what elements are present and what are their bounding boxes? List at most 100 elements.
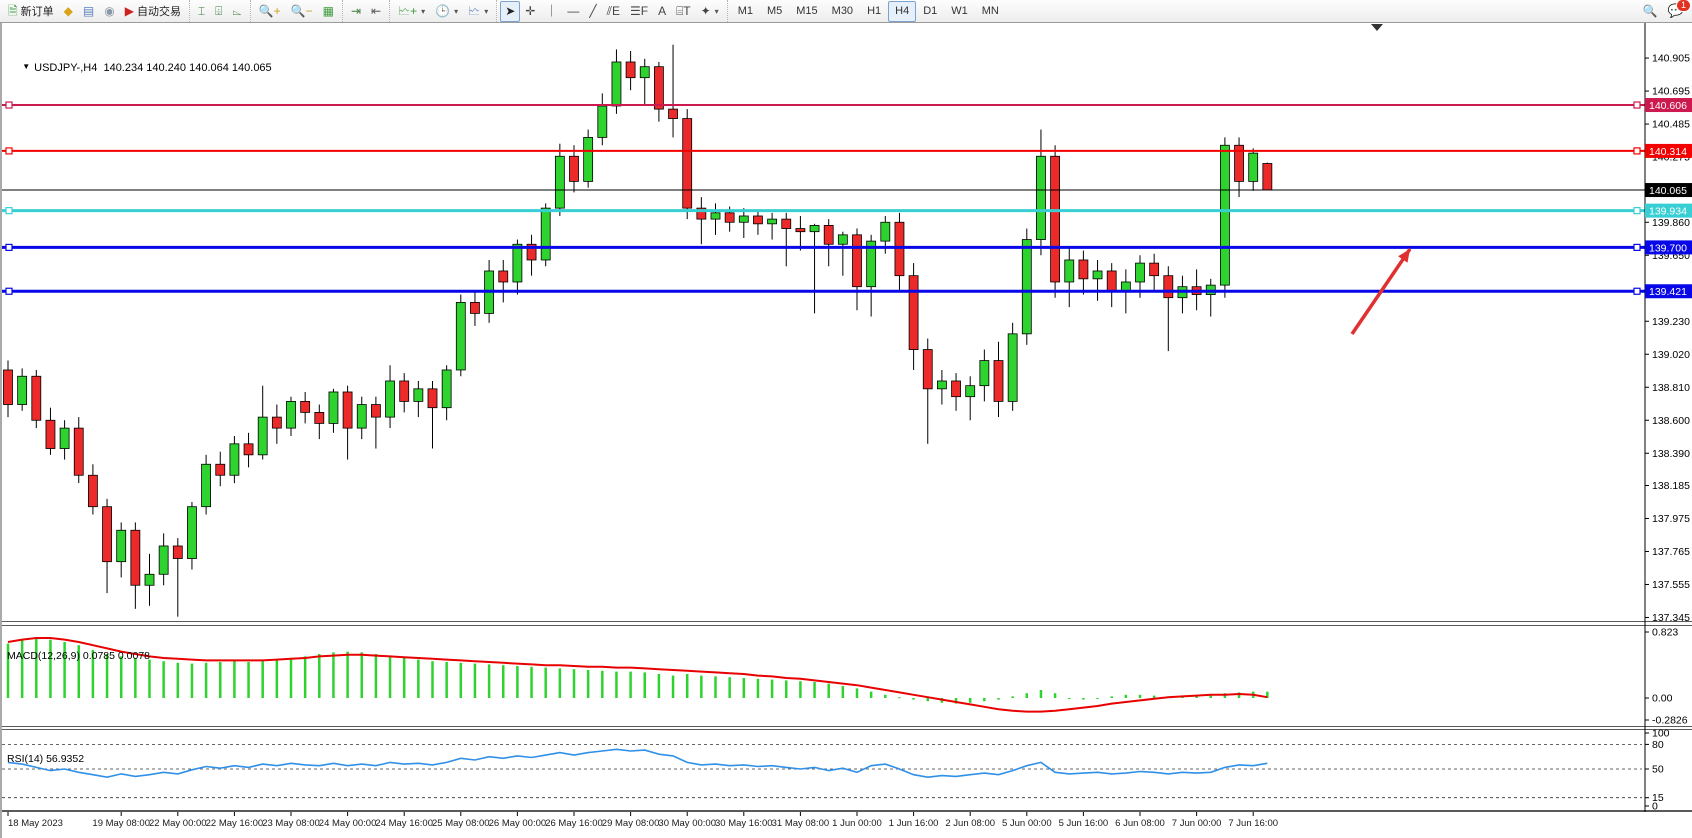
trend-arrow-head[interactable] bbox=[1398, 249, 1410, 263]
macd-histogram-bar bbox=[459, 662, 463, 698]
horizontal-line-button[interactable]: — bbox=[562, 1, 584, 22]
hline-end-marker[interactable] bbox=[5, 147, 13, 155]
price-tag-label: 139.934 bbox=[1649, 206, 1687, 218]
macd-histogram-bar bbox=[756, 678, 760, 698]
macd-axis-label: 0.823 bbox=[1652, 627, 1678, 639]
chevron-down-icon: ▾ bbox=[454, 6, 459, 16]
macd-histogram-bar bbox=[827, 683, 830, 698]
candlestick bbox=[470, 302, 480, 314]
chart-canvas[interactable]: 140.905140.695140.485140.275139.860139.6… bbox=[2, 22, 1692, 838]
toolbar-group-zoom: 🔍+ 🔍− ▦ bbox=[251, 0, 343, 22]
crosshair-button[interactable]: ✛ bbox=[520, 1, 540, 22]
horizontal-line-icon: — bbox=[567, 4, 580, 18]
macd-histogram-bar bbox=[1138, 694, 1142, 698]
toolbar-group-indicators: 🗠+ ▾ 🕒 ▾ 🗠 ▾ bbox=[390, 0, 498, 22]
macd-histogram-bar bbox=[869, 691, 873, 698]
hline-end-marker[interactable] bbox=[1633, 101, 1641, 109]
chart-shift-marker-icon[interactable] bbox=[1371, 24, 1383, 31]
tile-windows-button[interactable]: ▦ bbox=[318, 1, 339, 22]
candlestick bbox=[130, 529, 141, 586]
templates-button[interactable]: 🗠 ▾ bbox=[463, 1, 493, 22]
timeframe-m30[interactable]: M30 bbox=[825, 1, 860, 22]
macd-histogram-bar bbox=[204, 662, 208, 698]
macd-histogram-bar bbox=[714, 676, 717, 698]
line-chart-button[interactable]: ⌳ bbox=[227, 1, 246, 22]
hline-end-marker[interactable] bbox=[5, 287, 13, 295]
timeframe-m1[interactable]: M1 bbox=[731, 1, 760, 22]
macd-histogram-bar bbox=[77, 645, 80, 698]
chevron-down-icon: ▾ bbox=[484, 6, 489, 16]
candlestick bbox=[102, 506, 112, 563]
hline-end-marker[interactable] bbox=[5, 207, 13, 215]
chart-shift-button[interactable]: ⇤ bbox=[366, 1, 386, 22]
hline-end-marker[interactable] bbox=[1633, 207, 1641, 215]
macd-histogram-bar bbox=[134, 658, 137, 698]
candlestick bbox=[823, 225, 834, 245]
macd-histogram-bar bbox=[1266, 691, 1269, 698]
hline-end-marker[interactable] bbox=[1633, 287, 1641, 295]
timeframe-w1[interactable]: W1 bbox=[944, 1, 975, 22]
periods-button[interactable]: 🕒 ▾ bbox=[430, 1, 463, 22]
macd-histogram-bar bbox=[615, 671, 618, 698]
hline-end-marker[interactable] bbox=[1633, 243, 1641, 252]
trend-arrow[interactable] bbox=[1350, 248, 1412, 335]
candlestick bbox=[1021, 239, 1032, 335]
macd-histogram-bar bbox=[728, 677, 731, 698]
timeframe-m15[interactable]: M15 bbox=[789, 1, 824, 22]
market-watch-button[interactable]: ◆ bbox=[59, 1, 78, 22]
rsi-indicator-label: RSI(14) 56.9352 bbox=[7, 753, 85, 765]
signals-button[interactable]: ◉ bbox=[99, 1, 119, 22]
arrow-objects-icon: ✦ bbox=[700, 4, 711, 18]
candlestick bbox=[852, 234, 862, 288]
auto-trading-button[interactable]: ▶ 自动交易 bbox=[120, 1, 186, 22]
macd-histogram-bar bbox=[643, 672, 646, 698]
timeframe-m5[interactable]: M5 bbox=[760, 1, 789, 22]
arrows-button[interactable]: ✦ ▾ bbox=[696, 1, 724, 22]
fibonacci-icon: ☰F bbox=[629, 4, 649, 18]
zoom-in-button[interactable]: 🔍+ bbox=[254, 1, 286, 22]
auto-scroll-button[interactable]: ⇥ bbox=[346, 1, 366, 22]
bar-chart-button[interactable]: ⌶ bbox=[193, 1, 210, 22]
zoom-out-button[interactable]: 🔍− bbox=[286, 1, 318, 22]
candlestick bbox=[724, 212, 735, 223]
indicators-button[interactable]: 🗠+ ▾ bbox=[393, 1, 430, 22]
collapse-triangle-icon[interactable]: ▼ bbox=[22, 62, 31, 71]
data-window-button[interactable]: ▤ bbox=[78, 1, 99, 22]
text-label-button[interactable]: ⌸T bbox=[671, 1, 696, 22]
fibonacci-button[interactable]: ☰F bbox=[625, 1, 653, 22]
macd-histogram-bar bbox=[799, 681, 802, 698]
timeframe-h1[interactable]: H1 bbox=[860, 1, 888, 22]
trendline-button[interactable]: ╱ bbox=[584, 1, 601, 22]
candlestick bbox=[951, 380, 961, 398]
candlestick bbox=[370, 404, 381, 418]
toolbar-group-timeframes: M1 M5 M15 M30 H1 H4 D1 W1 MN bbox=[728, 0, 1009, 22]
search-button[interactable]: 🔍 bbox=[1638, 1, 1663, 22]
hline-end-marker[interactable] bbox=[5, 243, 13, 252]
macd-histogram-bar bbox=[219, 662, 222, 698]
candlestick bbox=[1135, 262, 1145, 283]
candlestick bbox=[668, 108, 678, 119]
timeframe-d1[interactable]: D1 bbox=[916, 1, 944, 22]
timeframe-h4[interactable]: H4 bbox=[888, 0, 917, 22]
hline-end-marker[interactable] bbox=[1633, 147, 1641, 155]
cursor-button[interactable]: ➤ bbox=[500, 0, 521, 22]
rsi-axis-label: 50 bbox=[1652, 764, 1664, 776]
macd-histogram-bar bbox=[926, 698, 929, 702]
timeframe-mn[interactable]: MN bbox=[975, 1, 1006, 22]
candlestick bbox=[639, 66, 650, 79]
indicators-icon: 🗠+ bbox=[398, 4, 418, 18]
candlestick bbox=[526, 243, 537, 261]
notifications-button[interactable]: 💬 1 bbox=[1663, 0, 1691, 22]
vertical-line-button[interactable]: ｜ bbox=[540, 1, 562, 22]
macd-histogram-bar bbox=[968, 698, 972, 703]
candlestick bbox=[88, 474, 98, 508]
channel-button[interactable]: ⫽E bbox=[602, 1, 625, 22]
text-button[interactable]: A bbox=[653, 1, 671, 22]
time-tick-label: 18 May 2023 bbox=[8, 818, 63, 829]
hline-end-marker[interactable] bbox=[5, 101, 13, 109]
new-order-button[interactable]: 🗎 新订单 bbox=[3, 1, 59, 22]
text-label-icon: ⌸T bbox=[676, 4, 691, 18]
macd-histogram-bar bbox=[417, 659, 420, 698]
candlestick bbox=[710, 212, 721, 220]
candlestick-chart-button[interactable]: ⌹ bbox=[210, 1, 227, 22]
